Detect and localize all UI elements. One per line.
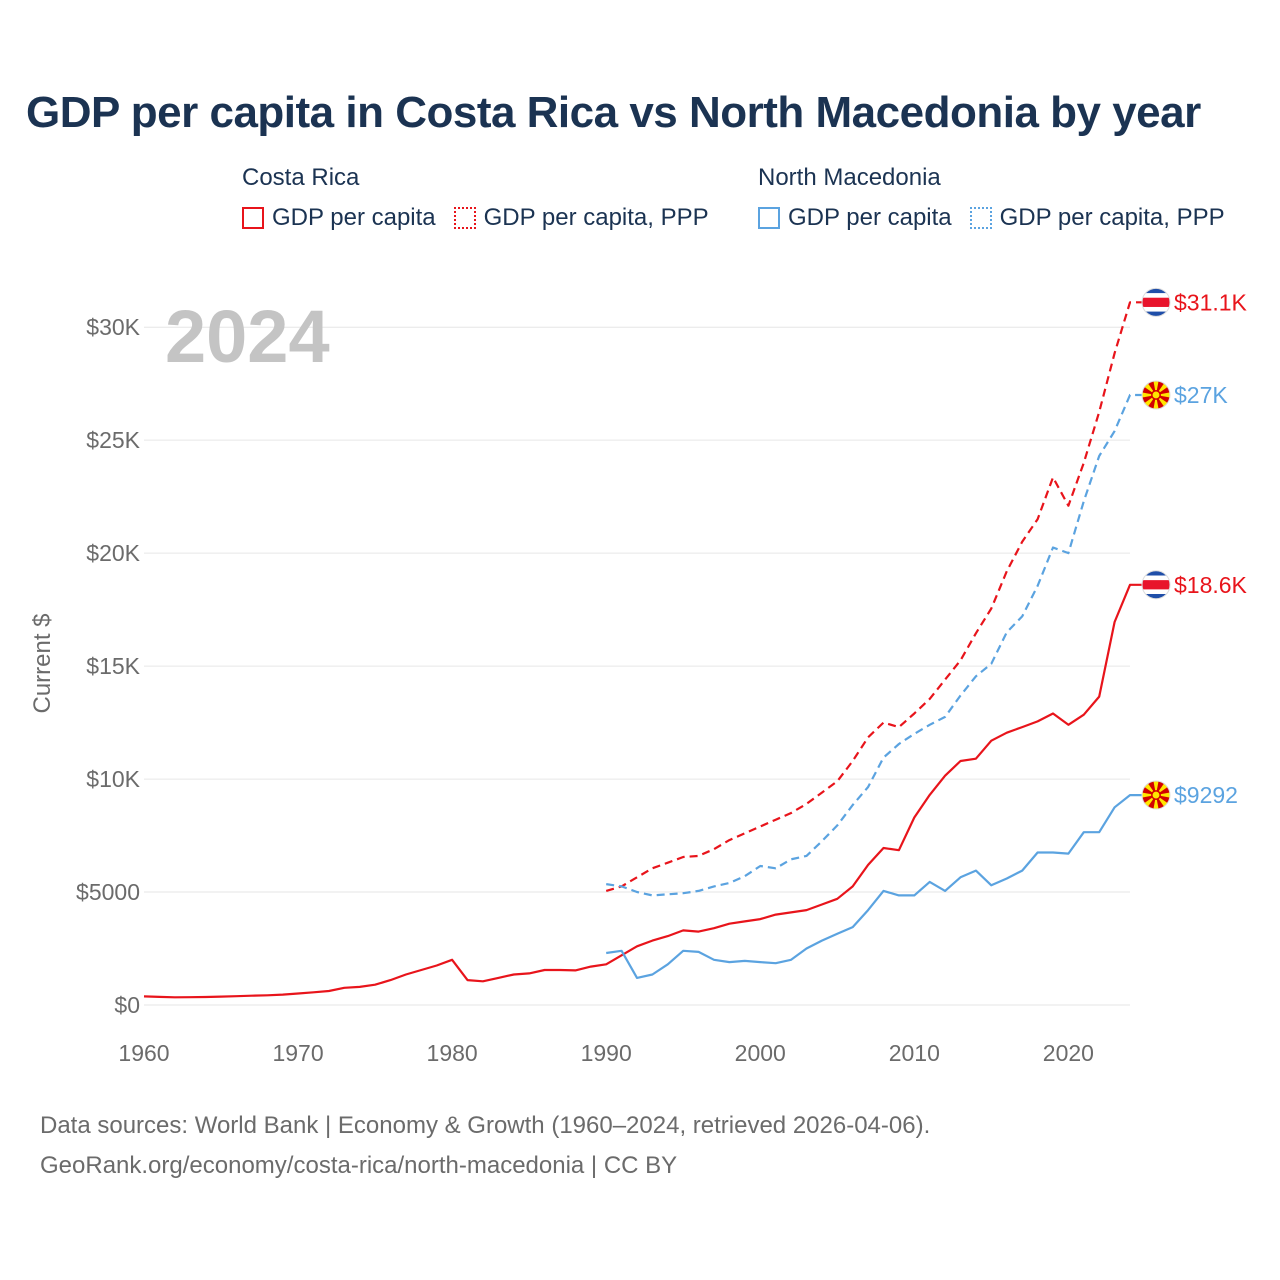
series-line [143, 583, 1142, 999]
flag-ring [1141, 570, 1171, 600]
legend-group-costa-rica: Costa Rica GDP per capita GDP per capita… [242, 162, 727, 232]
flag-sun [1151, 390, 1161, 400]
legend-swatch-solid [242, 207, 264, 229]
x-tick-label: 1960 [118, 1040, 169, 1066]
x-tick-label: 2010 [889, 1040, 940, 1066]
y-tick-label: $20K [86, 540, 140, 566]
x-tick-label: 2020 [1043, 1040, 1094, 1066]
flag-body [1142, 570, 1170, 599]
legend-label: GDP per capita [788, 204, 952, 231]
costa-rica-flag-icon [1141, 287, 1171, 317]
x-tick-label: 1980 [427, 1040, 478, 1066]
flag-body [1142, 288, 1170, 317]
data-source-text: Data sources: World Bank | Economy & Gro… [40, 1112, 931, 1139]
series-line [606, 393, 1142, 897]
legend-label: GDP per capita, PPP [483, 204, 709, 231]
legend-item-nm-ppp[interactable]: GDP per capita, PPP [969, 204, 1225, 232]
y-tick-label: $15K [86, 653, 140, 679]
series-end-label: $18.6K [1174, 572, 1248, 598]
legend-item-cr-ppp[interactable]: GDP per capita, PPP [453, 204, 709, 232]
y-tick-label: $5000 [76, 879, 140, 905]
legend-swatch-dotted [453, 207, 476, 229]
year-label: 2024 [165, 295, 330, 378]
x-tick-label: 1970 [272, 1040, 323, 1066]
y-tick-label: $0 [114, 992, 140, 1018]
series-line [605, 301, 1142, 892]
legend-group-title: North Macedonia [758, 164, 941, 191]
legend-label: GDP per capita, PPP [999, 204, 1225, 231]
attribution-link[interactable]: GeoRank.org/economy/costa-rica/north-mac… [40, 1152, 678, 1179]
legend-label: GDP per capita [272, 204, 436, 231]
legend-item-nm-gdp[interactable]: GDP per capita [758, 204, 952, 232]
x-tick-label: 2000 [735, 1040, 786, 1066]
series-line [606, 793, 1142, 980]
legend-item-cr-gdp[interactable]: GDP per capita [242, 204, 436, 232]
flag-sun [1151, 790, 1161, 801]
flag-red [1142, 580, 1170, 590]
series-end-label: $31.1K [1174, 289, 1248, 315]
series-end-label: $9292 [1174, 782, 1238, 808]
y-tick-label: $30K [86, 314, 140, 340]
flag-ring [1141, 287, 1171, 317]
costa-rica-flag-icon [1141, 570, 1171, 600]
chart-title: GDP per capita in Costa Rica vs North Ma… [26, 88, 1201, 137]
flag-ring [1141, 380, 1171, 410]
legend-swatch-dotted [969, 207, 992, 229]
flag-red [1142, 297, 1170, 307]
y-tick-label: $10K [86, 766, 140, 792]
footer: Data sources: World Bank | Economy & Gro… [40, 1106, 930, 1186]
series-end-label: $27K [1174, 382, 1228, 408]
legend-swatch-solid [758, 207, 780, 229]
legend-group-north-macedonia: North Macedonia GDP per capita GDP per c… [758, 162, 1243, 232]
legend-group-title: Costa Rica [242, 164, 360, 191]
y-tick-label: $25K [86, 427, 140, 453]
flag-ring [1141, 780, 1171, 810]
x-tick-label: 1990 [581, 1040, 632, 1066]
y-axis-label: Current $ [29, 613, 56, 713]
